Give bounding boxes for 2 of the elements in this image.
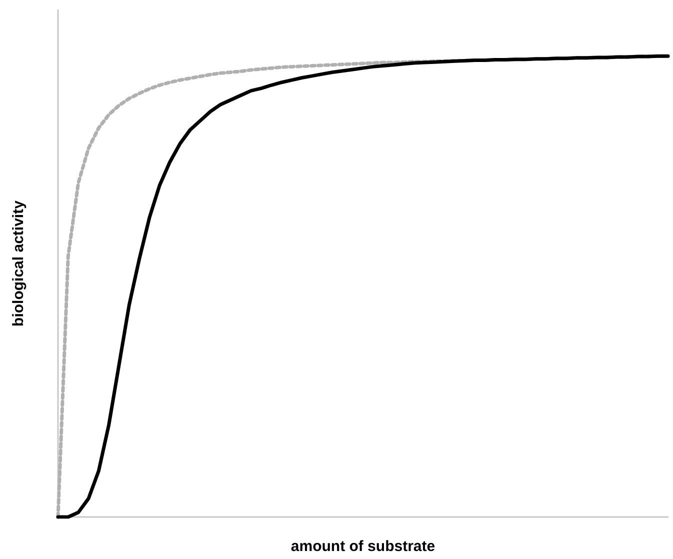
x-axis-title: amount of substrate bbox=[290, 538, 436, 555]
y-axis-title: biological activity bbox=[10, 200, 27, 326]
